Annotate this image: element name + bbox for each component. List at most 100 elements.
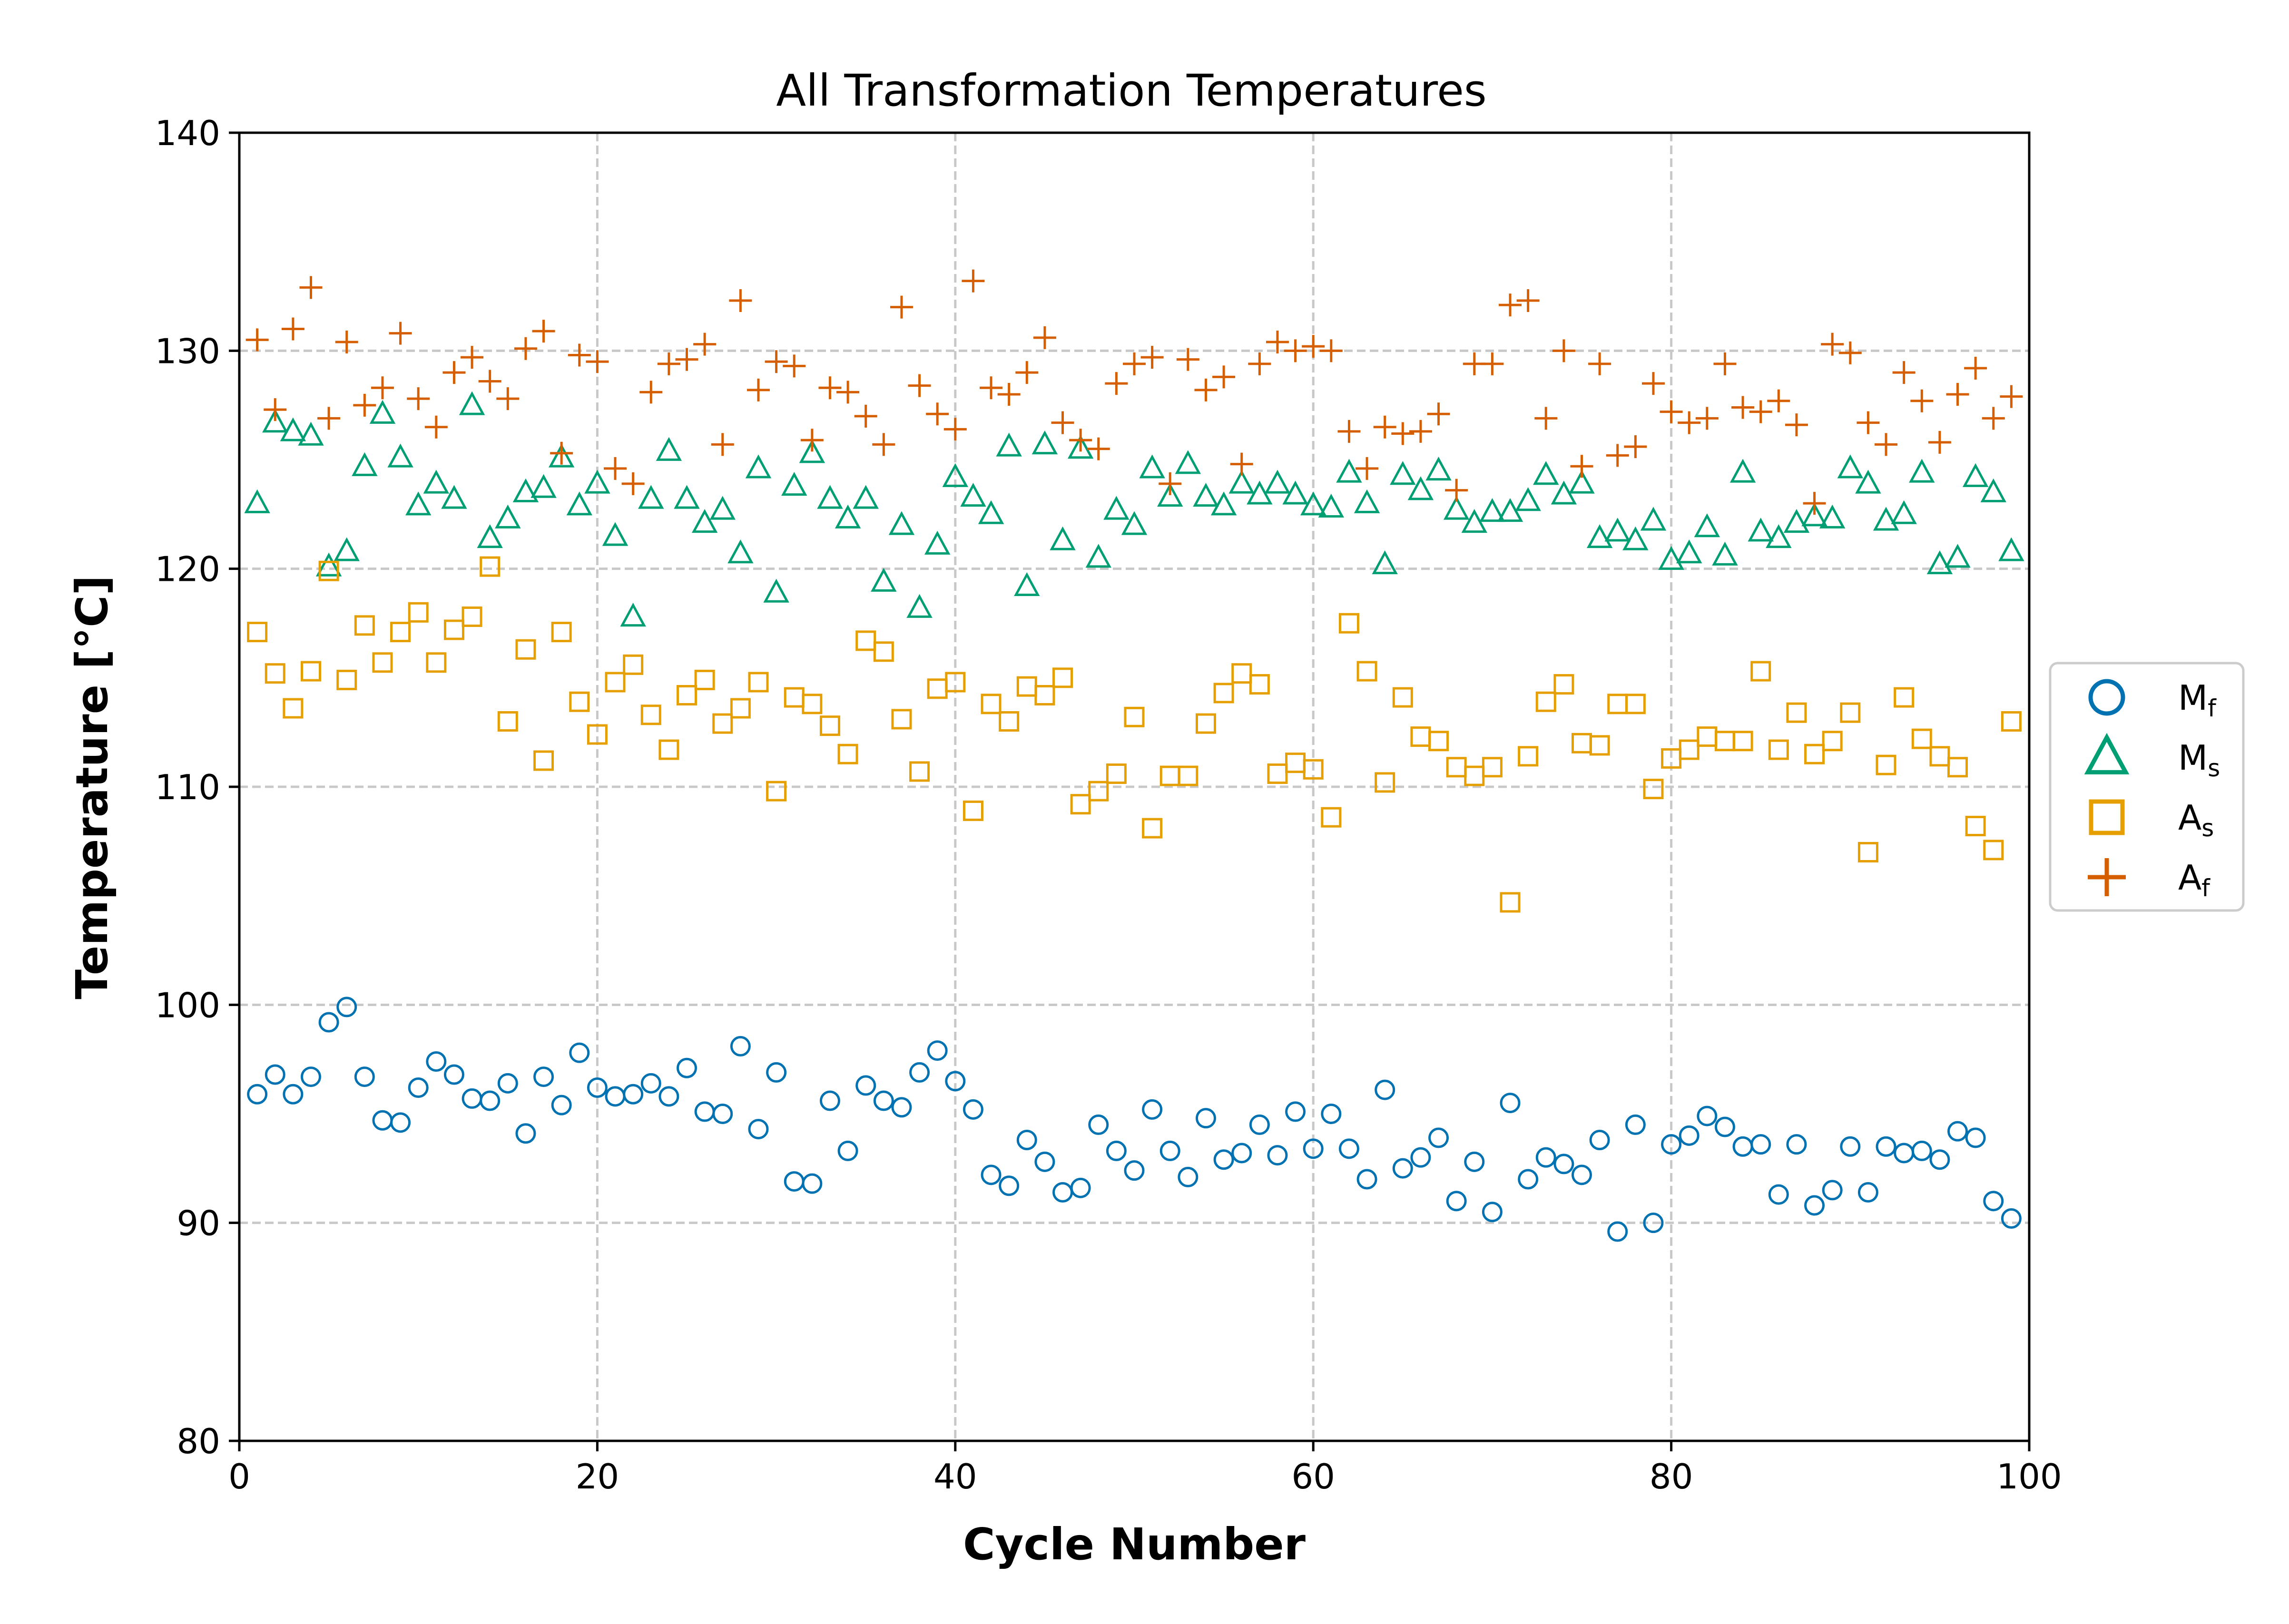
data-point-As — [533, 750, 554, 771]
data-point-Ms — [369, 400, 396, 424]
data-point-Af — [1731, 396, 1755, 419]
data-point-Ms — [1157, 482, 1183, 507]
data-point-Ms — [1569, 470, 1595, 494]
data-point-Ms — [691, 509, 718, 533]
data-point-Ms — [1712, 541, 1738, 566]
data-point-Ms — [244, 489, 270, 513]
data-point-Af — [1660, 400, 1683, 423]
data-point-Ms — [1318, 493, 1345, 518]
data-point-As — [1876, 754, 1896, 775]
data-point-Af — [1713, 352, 1737, 375]
data-point-As — [1750, 661, 1771, 682]
data-point-Af — [246, 328, 269, 352]
data-point-Mf — [1625, 1114, 1646, 1135]
data-point-Mf — [1786, 1134, 1807, 1155]
data-point-Af — [1803, 492, 1826, 515]
data-point-Mf — [1016, 1130, 1037, 1150]
data-point-Mf — [1088, 1114, 1109, 1135]
data-point-Af — [1678, 411, 1701, 434]
data-point-Ms — [1855, 470, 1881, 494]
data-point-As — [873, 641, 894, 662]
data-point-Af — [783, 354, 806, 378]
data-point-Ms — [1783, 509, 1810, 533]
data-point-Ms — [1014, 572, 1040, 596]
data-point-Mf — [283, 1084, 304, 1105]
x-tick-label: 0 — [228, 1457, 250, 1497]
data-point-As — [515, 639, 536, 660]
data-point-Af — [461, 346, 484, 369]
data-point-As — [426, 652, 447, 673]
data-point-Mf — [1338, 1138, 1359, 1159]
data-point-Mf — [1303, 1138, 1324, 1159]
y-tick-label: 90 — [177, 1203, 220, 1243]
data-point-Ms — [1479, 498, 1505, 522]
data-point-Ms — [1694, 513, 1720, 538]
data-point-Ms — [1873, 507, 1899, 531]
data-point-Mf — [265, 1064, 285, 1085]
data-point-As — [300, 661, 321, 682]
data-point-Af — [407, 387, 430, 411]
legend: Mf Ms As Af — [2049, 662, 2245, 912]
data-point-As — [318, 560, 339, 581]
data-point-Mf — [443, 1064, 464, 1085]
data-point-Mf — [1518, 1169, 1539, 1190]
data-point-Mf — [300, 1066, 321, 1087]
data-point-As — [658, 739, 679, 760]
data-point-As — [408, 602, 429, 623]
data-point-Mf — [1535, 1147, 1556, 1168]
data-point-Af — [818, 376, 842, 400]
data-point-Mf — [1428, 1127, 1449, 1148]
data-point-Ms — [423, 470, 450, 494]
legend-label-Mf: Mf — [2178, 678, 2217, 722]
data-point-Af — [872, 433, 895, 456]
data-point-Mf — [390, 1112, 411, 1133]
data-point-Mf — [2001, 1208, 2022, 1229]
data-point-Af — [1015, 361, 1039, 384]
data-point-Af — [1105, 372, 1128, 395]
data-point-As — [443, 619, 464, 640]
data-point-As — [1840, 702, 1861, 723]
data-point-Ms — [262, 409, 288, 433]
data-point-Ms — [1819, 504, 1846, 528]
data-point-Ms — [512, 478, 539, 502]
data-point-Af — [1140, 346, 1164, 369]
data-point-Af — [1230, 452, 1253, 476]
series-Af — [246, 269, 2023, 515]
data-point-Ms — [1962, 463, 1989, 487]
data-point-Ms — [1085, 544, 1111, 568]
data-point-As — [605, 672, 626, 693]
data-point-Ms — [1515, 487, 1541, 511]
data-point-As — [1338, 613, 1359, 634]
data-point-As — [390, 622, 411, 643]
data-point-Ms — [1801, 502, 1827, 527]
data-point-Mf — [677, 1057, 697, 1078]
data-point-Ms — [888, 511, 915, 535]
legend-marker-Ms — [2084, 733, 2130, 774]
data-point-Mf — [1142, 1099, 1163, 1120]
data-point-Ms — [1837, 454, 1863, 479]
data-point-Mf — [1804, 1195, 1825, 1216]
data-point-Af — [442, 361, 466, 384]
data-point-Af — [389, 322, 412, 345]
data-point-As — [1929, 746, 1950, 767]
data-point-As — [1428, 731, 1449, 752]
data-point-Af — [1159, 472, 1182, 495]
data-point-As — [1625, 694, 1646, 714]
data-point-Mf — [1446, 1191, 1467, 1212]
data-point-Mf — [640, 1073, 661, 1094]
data-point-Af — [836, 381, 860, 404]
data-point-Mf — [1983, 1191, 2004, 1212]
data-point-Af — [639, 381, 663, 404]
data-point-Af — [371, 376, 394, 400]
data-point-Af — [1588, 352, 1611, 375]
data-point-As — [1553, 674, 1574, 695]
data-point-Af — [1373, 415, 1396, 439]
data-point-Mf — [533, 1066, 554, 1087]
data-point-Ms — [817, 485, 843, 509]
data-point-Mf — [354, 1066, 375, 1087]
data-point-Mf — [748, 1119, 769, 1140]
data-point-As — [748, 672, 769, 693]
data-point-Af — [1051, 411, 1074, 434]
data-point-Mf — [1124, 1160, 1145, 1181]
data-point-Ms — [1228, 470, 1255, 494]
